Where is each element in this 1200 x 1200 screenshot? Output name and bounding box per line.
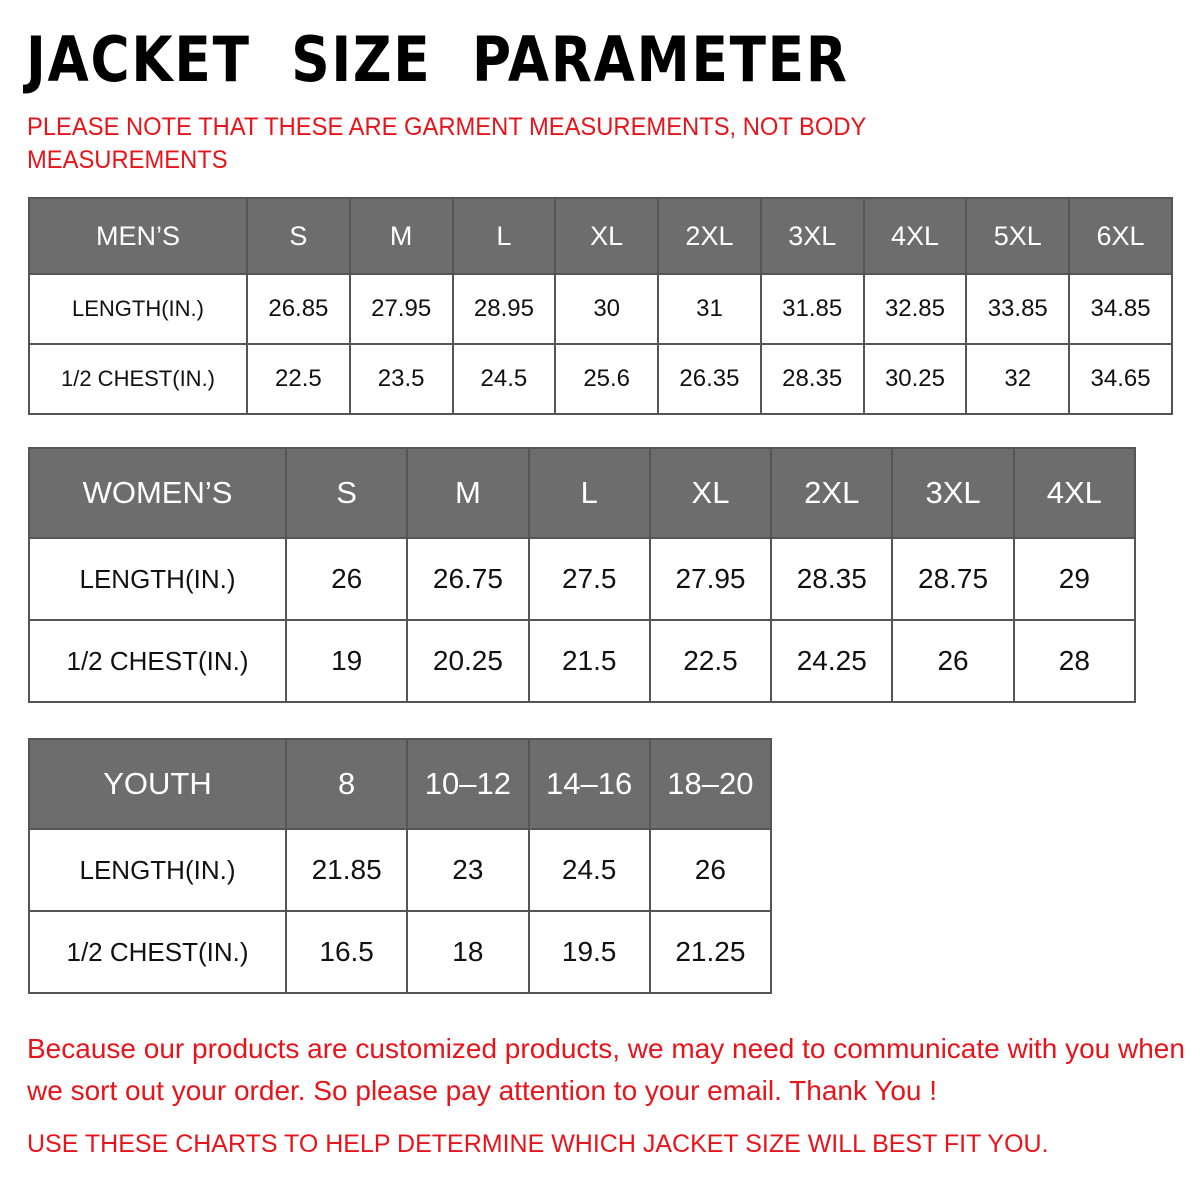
size-header: 10–12: [406, 738, 530, 830]
size-header: 18–20: [648, 738, 773, 830]
measurement-label: 1/2 CHEST(IN.): [28, 910, 287, 994]
measurement-value: 26: [891, 619, 1015, 703]
measurement-label: LENGTH(IN.): [28, 828, 287, 912]
table-row: 1/2 CHEST(IN.) 22.5 23.5 24.5 25.6 26.35 28.35…: [28, 343, 1173, 415]
size-header: 8: [284, 738, 409, 830]
womens-size-table: WOMEN’S S M L XL 2XL 3XL 4XL LENGTH(IN.) 26 26.75 2…: [28, 447, 1137, 703]
measurement-label: LENGTH(IN.): [28, 537, 287, 621]
size-header: 4XL: [862, 197, 968, 275]
size-header: 2XL: [657, 197, 762, 275]
measurement-value: 19: [284, 619, 409, 703]
customization-message: Because our products are customized prod…: [27, 1033, 1185, 1106]
measurement-label: 1/2 CHEST(IN.): [28, 343, 248, 415]
size-header: 14–16: [527, 738, 651, 830]
measurement-note: PLEASE NOTE THAT THESE ARE GARMENT MEASU…: [27, 113, 866, 174]
size-header: XL: [554, 197, 660, 275]
measurement-value: 25.6: [554, 343, 660, 415]
measurement-value: 21.5: [527, 619, 651, 703]
measurement-value: 26.35: [657, 343, 762, 415]
measurement-value: 22.5: [648, 619, 773, 703]
measurement-value: 28.75: [891, 537, 1015, 621]
table-row: LENGTH(IN.) 21.85 23 24.5 26: [28, 828, 773, 912]
size-header: M: [348, 197, 454, 275]
measurement-value: 32.85: [862, 273, 968, 345]
measurement-value: 23.5: [348, 343, 454, 415]
youth-size-table: YOUTH 8 10–12 14–16 18–20 LENGTH(IN.) 21.85 23 2…: [28, 738, 773, 994]
measurement-value: 34.85: [1068, 273, 1173, 345]
measurement-value: 19.5: [527, 910, 651, 994]
measurement-value: 26: [648, 828, 773, 912]
measurement-value: 28: [1012, 619, 1137, 703]
size-header: S: [246, 197, 351, 275]
measurement-value: 26.75: [406, 537, 530, 621]
size-header: L: [451, 197, 557, 275]
size-header: 3XL: [891, 447, 1015, 539]
page-title: JACKET SIZE PARAMETER: [26, 23, 849, 96]
measurement-value: 21.85: [284, 828, 409, 912]
measurement-value: 24.25: [770, 619, 894, 703]
size-header: 3XL: [759, 197, 865, 275]
measurement-value: 29: [1012, 537, 1137, 621]
measurement-value: 23: [406, 828, 530, 912]
measurement-value: 31.85: [759, 273, 865, 345]
size-header: M: [406, 447, 530, 539]
measurement-value: 26.85: [246, 273, 351, 345]
measurement-value: 28.95: [451, 273, 557, 345]
table-row: LENGTH(IN.) 26 26.75 27.5 27.95 28.35 28.75 29: [28, 537, 1137, 621]
measurement-value: 28.35: [770, 537, 894, 621]
category-header: YOUTH: [28, 738, 287, 830]
size-header: 5XL: [965, 197, 1071, 275]
measurement-value: 32: [965, 343, 1071, 415]
measurement-value: 20.25: [406, 619, 530, 703]
measurement-value: 27.5: [527, 537, 651, 621]
measurement-value: 31: [657, 273, 762, 345]
measurement-value: 21.25: [648, 910, 773, 994]
header-row: MEN’S S M L XL 2XL 3XL 4XL 5XL 6XL: [28, 197, 1173, 275]
table-row: LENGTH(IN.) 26.85 27.95 28.95 30 31 31.85 32.85…: [28, 273, 1173, 345]
measurement-value: 26: [284, 537, 409, 621]
table-row: 1/2 CHEST(IN.) 16.5 18 19.5 21.25: [28, 910, 773, 994]
measurement-value: 33.85: [965, 273, 1071, 345]
size-header: 6XL: [1068, 197, 1173, 275]
size-header: S: [284, 447, 409, 539]
mens-size-table: MEN’S S M L XL 2XL 3XL 4XL 5XL 6XL LENGTH(IN.) 26.8…: [28, 197, 1173, 415]
size-advice: USE THESE CHARTS TO HELP DETERMINE WHICH…: [27, 1130, 1049, 1158]
measurement-value: 24.5: [527, 828, 651, 912]
size-header: XL: [648, 447, 773, 539]
measurement-value: 16.5: [284, 910, 409, 994]
measurement-value: 30: [554, 273, 660, 345]
category-header: MEN’S: [28, 197, 248, 275]
size-header: L: [527, 447, 651, 539]
measurement-value: 22.5: [246, 343, 351, 415]
header-row: YOUTH 8 10–12 14–16 18–20: [28, 738, 773, 830]
measurement-value: 27.95: [348, 273, 454, 345]
size-header: 4XL: [1012, 447, 1137, 539]
header-row: WOMEN’S S M L XL 2XL 3XL 4XL: [28, 447, 1137, 539]
measurement-value: 30.25: [862, 343, 968, 415]
measurement-value: 18: [406, 910, 530, 994]
size-header: 2XL: [770, 447, 894, 539]
measurement-label: LENGTH(IN.): [28, 273, 248, 345]
category-header: WOMEN’S: [28, 447, 287, 539]
measurement-value: 28.35: [759, 343, 865, 415]
measurement-label: 1/2 CHEST(IN.): [28, 619, 287, 703]
measurement-value: 27.95: [648, 537, 773, 621]
table-row: 1/2 CHEST(IN.) 19 20.25 21.5 22.5 24.25 26 28: [28, 619, 1137, 703]
measurement-value: 34.65: [1068, 343, 1173, 415]
measurement-value: 24.5: [451, 343, 557, 415]
